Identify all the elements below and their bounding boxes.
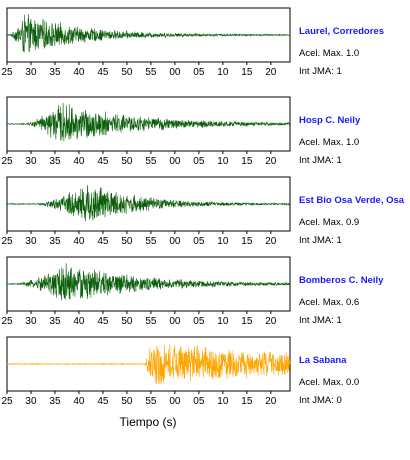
seismogram-panels: 25 30 35 40 45 50 55 00 05 10 15 20 Laurel, Corredor… — [1, 7, 405, 407]
x-tick-label: 30 — [25, 316, 37, 327]
station-name: La Sabana — [299, 355, 347, 366]
x-tick-label: 05 — [193, 236, 205, 247]
x-tick-label: 25 — [1, 316, 13, 327]
x-tick-label: 00 — [169, 396, 181, 407]
waveform-trace — [6, 263, 291, 301]
x-tick-label: 35 — [49, 236, 61, 247]
x-tick-label: 30 — [25, 236, 37, 247]
x-tick-label: 25 — [1, 156, 13, 167]
x-tick-label: 55 — [145, 236, 157, 247]
x-tick-label: 45 — [97, 396, 109, 407]
waveform-trace — [6, 14, 291, 53]
x-tick-label: 45 — [97, 316, 109, 327]
x-tick-label: 20 — [265, 236, 277, 247]
x-tick-label: 40 — [73, 396, 85, 407]
x-tick-label: 15 — [241, 156, 253, 167]
x-tick-label: 00 — [169, 236, 181, 247]
jma-intensity-text: Int JMA: 1 — [299, 155, 342, 166]
x-tick-label: 40 — [73, 156, 85, 167]
x-tick-label: 05 — [193, 67, 205, 78]
x-tick-label: 30 — [25, 396, 37, 407]
station-panel: 25 30 35 40 45 50 55 00 05 10 15 20 Hosp C. Neily Ace… — [1, 96, 361, 167]
x-tick-label: 10 — [217, 156, 229, 167]
station-name: Laurel, Corredores — [299, 26, 384, 37]
waveform-trace — [6, 184, 291, 222]
x-tick-label: 00 — [169, 316, 181, 327]
x-tick-label: 50 — [121, 236, 133, 247]
x-tick-label: 15 — [241, 316, 253, 327]
max-acceleration-text: Acel. Max. 1.0 — [299, 48, 359, 59]
x-tick-label: 45 — [97, 156, 109, 167]
x-tick-label: 05 — [193, 316, 205, 327]
jma-intensity-text: Int JMA: 0 — [299, 395, 342, 406]
x-tick-label: 15 — [241, 396, 253, 407]
x-tick-label: 30 — [25, 156, 37, 167]
station-name: Est Bio Osa Verde, Osa — [299, 195, 405, 206]
x-tick-label: 55 — [145, 396, 157, 407]
x-tick-label: 05 — [193, 156, 205, 167]
x-tick-label: 35 — [49, 316, 61, 327]
jma-intensity-text: Int JMA: 1 — [299, 66, 342, 77]
x-tick-label: 00 — [169, 156, 181, 167]
jma-intensity-text: Int JMA: 1 — [299, 315, 342, 326]
x-tick-label: 35 — [49, 67, 61, 78]
x-tick-label: 15 — [241, 67, 253, 78]
max-acceleration-text: Acel. Max. 1.0 — [299, 137, 359, 148]
max-acceleration-text: Acel. Max. 0.9 — [299, 217, 359, 228]
x-tick-label: 40 — [73, 236, 85, 247]
x-tick-label: 05 — [193, 396, 205, 407]
x-tick-label: 15 — [241, 236, 253, 247]
x-tick-label: 50 — [121, 67, 133, 78]
x-tick-label: 45 — [97, 236, 109, 247]
station-panel: 25 30 35 40 45 50 55 00 05 10 15 20 Laurel, Corredor… — [1, 7, 384, 78]
x-tick-label: 25 — [1, 236, 13, 247]
x-tick-label: 50 — [121, 396, 133, 407]
station-name: Hosp C. Neily — [299, 115, 361, 126]
x-tick-label: 40 — [73, 316, 85, 327]
x-tick-label: 10 — [217, 67, 229, 78]
x-tick-label: 20 — [265, 316, 277, 327]
x-tick-label: 20 — [265, 156, 277, 167]
waveform-trace — [6, 103, 291, 142]
x-axis-label: Tiempo (s) — [120, 415, 177, 429]
x-tick-label: 55 — [145, 156, 157, 167]
station-panel: 25 30 35 40 45 50 55 00 05 10 15 20 Bomberos C. Neil… — [1, 256, 384, 327]
x-tick-label: 25 — [1, 396, 13, 407]
x-tick-label: 50 — [121, 316, 133, 327]
x-tick-label: 25 — [1, 67, 13, 78]
x-tick-label: 35 — [49, 156, 61, 167]
x-tick-label: 00 — [169, 67, 181, 78]
station-panel: 25 30 35 40 45 50 55 00 05 10 15 20 La Sabana Acel. M… — [1, 336, 359, 407]
x-tick-label: 45 — [97, 67, 109, 78]
x-tick-label: 10 — [217, 316, 229, 327]
x-tick-label: 55 — [145, 67, 157, 78]
x-tick-label: 10 — [217, 236, 229, 247]
x-tick-label: 10 — [217, 396, 229, 407]
x-tick-label: 55 — [145, 316, 157, 327]
x-tick-label: 30 — [25, 67, 37, 78]
x-tick-label: 20 — [265, 396, 277, 407]
x-tick-label: 20 — [265, 67, 277, 78]
waveform-trace — [6, 344, 291, 385]
station-panel: 25 30 35 40 45 50 55 00 05 10 15 20 Est Bio Osa Verd… — [1, 176, 405, 247]
max-acceleration-text: Acel. Max. 0.0 — [299, 377, 359, 388]
station-name: Bomberos C. Neily — [299, 275, 384, 286]
x-tick-label: 50 — [121, 156, 133, 167]
jma-intensity-text: Int JMA: 1 — [299, 235, 342, 246]
x-tick-label: 35 — [49, 396, 61, 407]
x-tick-label: 40 — [73, 67, 85, 78]
max-acceleration-text: Acel. Max. 0.6 — [299, 297, 359, 308]
